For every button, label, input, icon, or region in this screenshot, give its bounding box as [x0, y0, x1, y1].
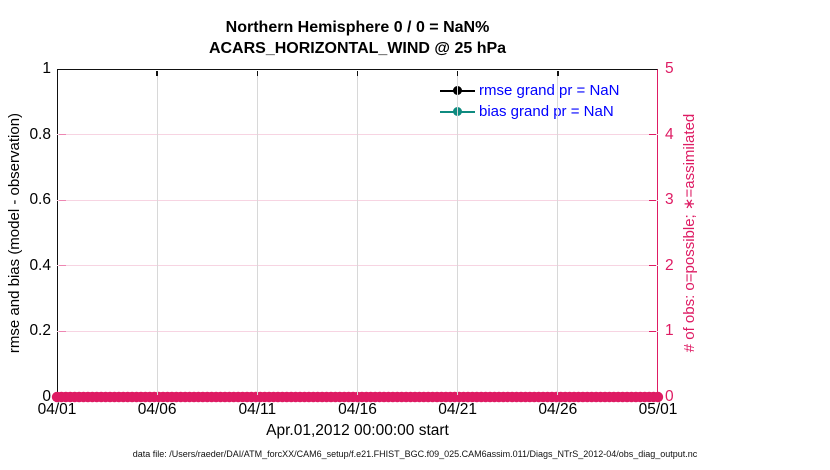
x-top-inner-tick: [256, 70, 259, 76]
v-grid-line: [557, 70, 559, 396]
y-right-inner-tick: [649, 133, 657, 136]
y-left-inner-tick: [58, 133, 66, 136]
y-axis-left-tick-label: 0.8: [29, 125, 51, 143]
obs-count-marker: [652, 391, 664, 403]
x-axis-tick-label: 04/06: [137, 401, 177, 418]
data-file-footer: data file: /Users/raeder/DAI/ATM_forcXX/…: [132, 449, 698, 459]
x-axis-tick-label: 04/21: [438, 401, 478, 418]
x-axis-label: Apr.01,2012 00:00:00 start: [266, 422, 449, 439]
x-axis-tick-label: 04/26: [538, 401, 578, 418]
y-axis-right-tick-label: 5: [665, 60, 674, 77]
x-top-inner-tick: [456, 70, 459, 76]
legend-label-rmse: rmse grand pr = NaN: [479, 82, 620, 99]
legend-label-bias: bias grand pr = NaN: [479, 103, 614, 120]
y-right-inner-tick: [649, 330, 657, 333]
obs-marker-band: [51, 391, 664, 403]
legend-entry-rmse: rmse grand pr = NaN: [440, 80, 619, 101]
x-axis-tick-label: 04/11: [238, 401, 277, 418]
x-top-inner-tick: [557, 70, 559, 76]
x-axis-tick-label: 04/01: [37, 401, 77, 418]
legend-entry-bias: bias grand pr = NaN: [440, 101, 619, 122]
y-left-inner-tick: [58, 199, 66, 201]
y-axis-right-tick-label: 3: [665, 191, 674, 209]
y-axis-left-label: rmse and bias (model - observation): [6, 112, 23, 354]
y-axis-left-tick-label: 0.4: [29, 256, 51, 274]
v-grid-line: [457, 70, 459, 396]
y-axis-right-label: # of obs: o=possible; ∗=assimilated: [681, 113, 698, 353]
y-left-inner-tick: [58, 330, 66, 333]
x-top-inner-tick: [356, 70, 359, 76]
y-right-inner-tick: [649, 265, 657, 267]
legend: rmse grand pr = NaN bias grand pr = NaN: [440, 80, 619, 122]
title-line-1: Northern Hemisphere 0 / 0 = NaN%: [225, 19, 490, 36]
x-axis-tick-label: 05/01: [638, 401, 678, 418]
title-line-2: ACARS_HORIZONTAL_WIND @ 25 hPa: [208, 40, 507, 57]
chart-title: Northern Hemisphere 0 / 0 = NaN% ACARS_H…: [57, 17, 658, 59]
x-top-inner-tick: [156, 70, 158, 76]
y-axis-right-tick-label: 4: [665, 125, 674, 143]
y-left-inner-tick: [58, 265, 66, 267]
x-axis-tick-label: 04/16: [338, 401, 377, 418]
y-axis-right-tick-label: 2: [665, 256, 674, 274]
v-grid-line: [156, 70, 158, 396]
v-grid-line: [357, 70, 358, 396]
y-right-inner-tick: [649, 199, 657, 201]
y-axis-right-tick-label: 1: [665, 322, 674, 340]
y-axis-left-tick-label: 0: [42, 388, 51, 405]
y-axis-left-tick-label: 0.6: [29, 191, 51, 209]
y-axis-left-tick-label: 1: [42, 60, 51, 77]
v-grid-line: [256, 70, 258, 396]
y-axis-right-tick-label: 0: [665, 388, 674, 405]
y-axis-left-tick-label: 0.2: [29, 322, 51, 340]
